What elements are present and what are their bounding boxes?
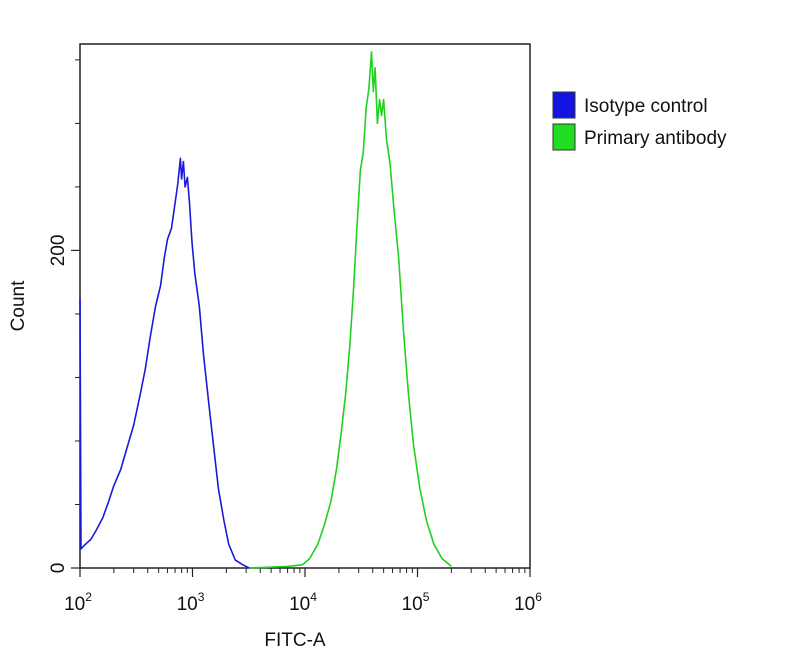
series-layer <box>79 51 452 569</box>
x-tick-label: 103 <box>177 590 205 615</box>
axis-ticks <box>71 59 531 577</box>
y-tick-label: 0 <box>48 563 69 574</box>
axis-labels: 102 103 104 105 106 0 200 FITC-A Count <box>8 235 542 651</box>
plot-frame <box>79 43 531 569</box>
x-tick-label: 104 <box>289 590 317 615</box>
legend: Isotype control Primary antibody <box>552 91 727 151</box>
y-tick-label: 200 <box>48 235 69 267</box>
legend-swatch <box>552 91 576 119</box>
legend-label: Primary antibody <box>584 128 727 149</box>
series-line-primary-antibody <box>249 51 452 569</box>
plot-border <box>79 43 531 569</box>
x-tick-label: 105 <box>402 590 430 615</box>
series-line-isotype-control <box>79 157 250 569</box>
x-tick-label: 102 <box>64 590 92 615</box>
y-axis-title: Count <box>8 280 29 331</box>
x-axis-title: FITC-A <box>264 630 326 651</box>
x-tick-label: 106 <box>514 590 542 615</box>
legend-swatch <box>552 123 576 151</box>
legend-label: Isotype control <box>584 96 708 117</box>
